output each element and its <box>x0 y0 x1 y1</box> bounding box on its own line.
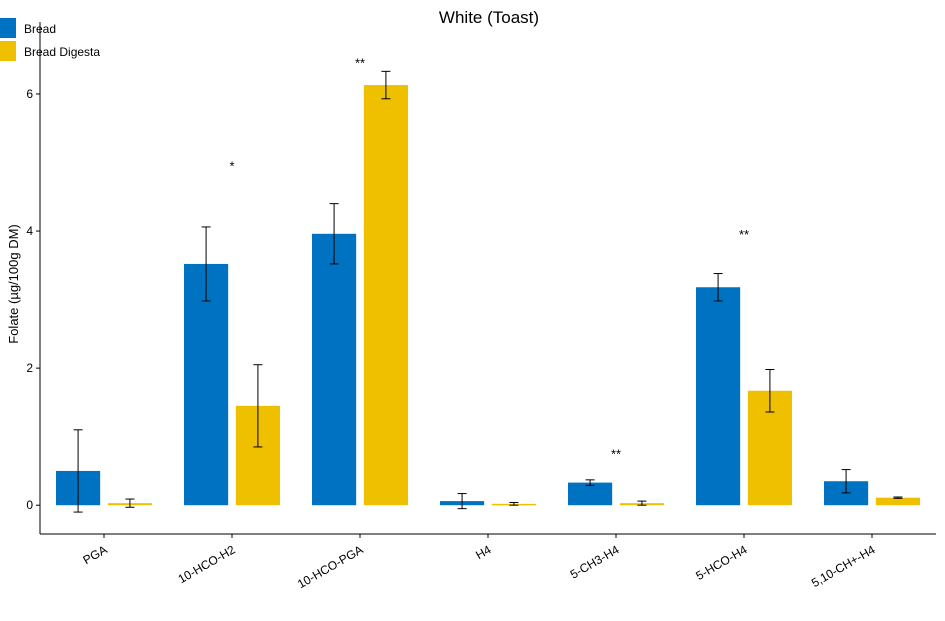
significance-mark: ** <box>611 446 621 461</box>
legend-swatch-bread <box>0 18 16 38</box>
significance-marks: ******* <box>229 56 749 462</box>
legend: Bread Bread Digesta <box>0 18 100 61</box>
x-tick-label: PGA <box>81 542 110 567</box>
x-tick-label: 5-HCO-H4 <box>693 542 749 583</box>
error-bars <box>73 70 903 513</box>
chart-title: White (Toast) <box>439 8 539 27</box>
bars <box>56 85 920 506</box>
y-axis: 0 2 4 6 <box>26 22 41 534</box>
x-tick-label: 5,10-CH+-H4 <box>809 542 878 590</box>
x-axis: PGA 10-HCO-H2 10-HCO-PGA H4 5-CH3-H4 5-HCO-H4… <box>40 533 936 591</box>
significance-mark: ** <box>355 56 365 71</box>
x-tick-label: 5-CH3-H4 <box>568 542 622 581</box>
y-tick-label: 4 <box>26 224 33 238</box>
bar <box>568 482 613 506</box>
y-tick-label: 6 <box>26 87 33 101</box>
x-tick-label: H4 <box>473 542 494 562</box>
bar <box>312 233 357 506</box>
bar <box>363 85 408 506</box>
y-axis-label: Folate (µg/100g DM) <box>6 224 21 343</box>
legend-label-bread-digesta: Bread Digesta <box>24 45 100 59</box>
bar <box>696 287 741 506</box>
legend-swatch-bread-digesta <box>0 41 16 61</box>
significance-mark: * <box>229 159 234 174</box>
bar <box>875 497 920 506</box>
x-tick-label: 10-HCO-H2 <box>176 542 238 586</box>
significance-mark: ** <box>739 227 749 242</box>
y-tick-label: 2 <box>26 361 33 375</box>
bar <box>184 263 229 506</box>
y-tick-label: 0 <box>26 498 33 512</box>
x-tick-label: 10-HCO-PGA <box>295 542 366 591</box>
